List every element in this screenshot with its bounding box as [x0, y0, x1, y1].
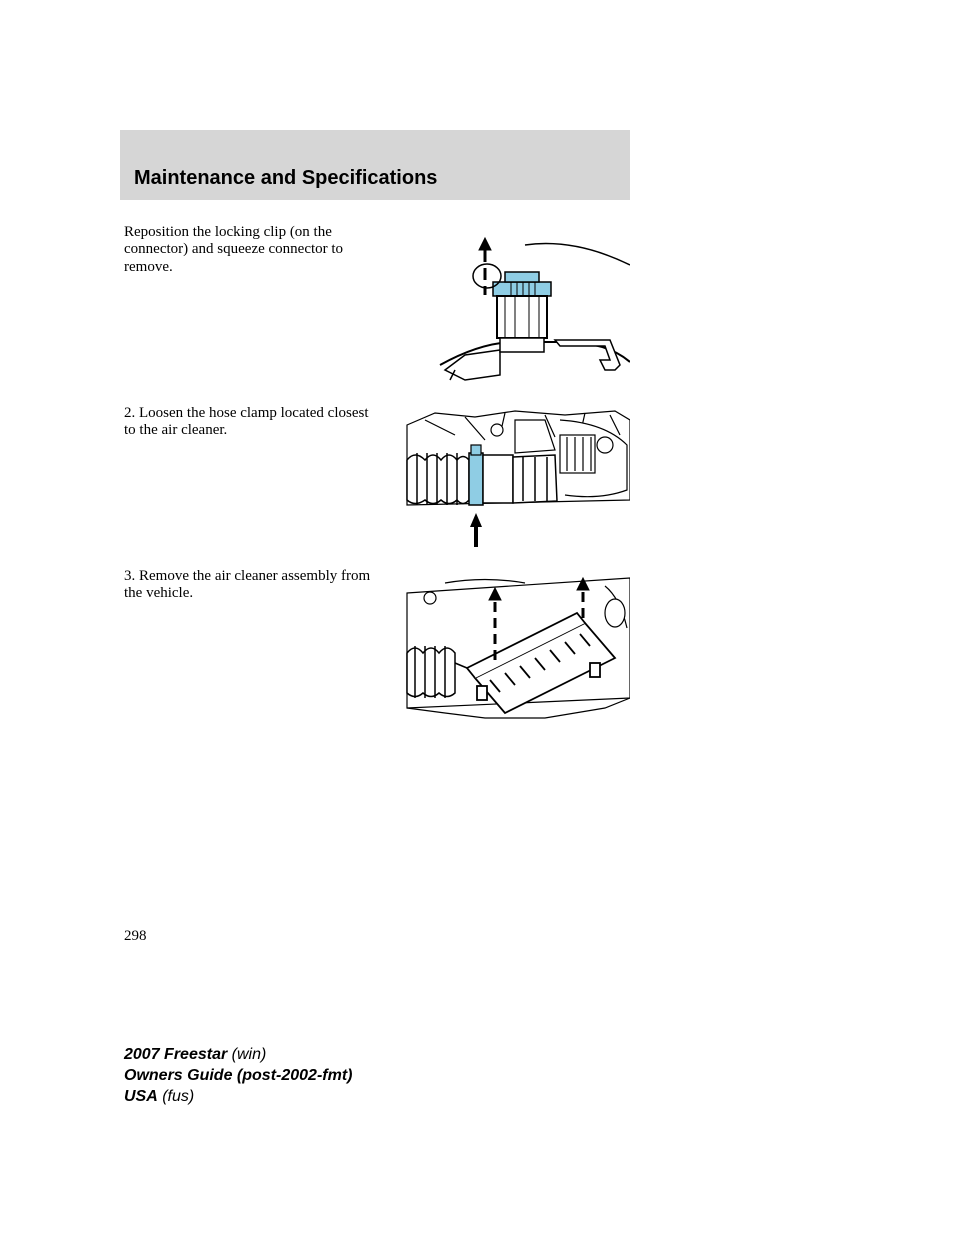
instruction-paragraph-3: 3. Remove the air cleaner assembly from …	[124, 568, 374, 603]
figure-air-cleaner-removal	[405, 568, 630, 728]
footer-region: USA	[124, 1088, 158, 1105]
footer-line-1: 2007 Freestar (win)	[124, 1045, 352, 1066]
section-header-bar: Maintenance and Specifications	[120, 130, 630, 200]
footer-model: 2007 Freestar	[124, 1046, 227, 1063]
footer-guide: Owners Guide (post-2002-fmt)	[124, 1067, 352, 1084]
figure-hose-clamp	[405, 405, 630, 550]
instruction-paragraph-2: 2. Loosen the hose clamp located closest…	[124, 405, 374, 440]
footer-region-suffix: (fus)	[158, 1088, 194, 1105]
footer-line-3: USA (fus)	[124, 1087, 352, 1108]
footer-block: 2007 Freestar (win) Owners Guide (post-2…	[124, 1045, 352, 1107]
footer-model-suffix: (win)	[227, 1046, 266, 1063]
figure-connector-clip	[405, 220, 630, 390]
instruction-paragraph-1: Reposition the locking clip (on the conn…	[124, 224, 374, 276]
page-number: 298	[124, 928, 147, 945]
footer-line-2: Owners Guide (post-2002-fmt)	[124, 1066, 352, 1087]
section-title: Maintenance and Specifications	[134, 167, 437, 190]
